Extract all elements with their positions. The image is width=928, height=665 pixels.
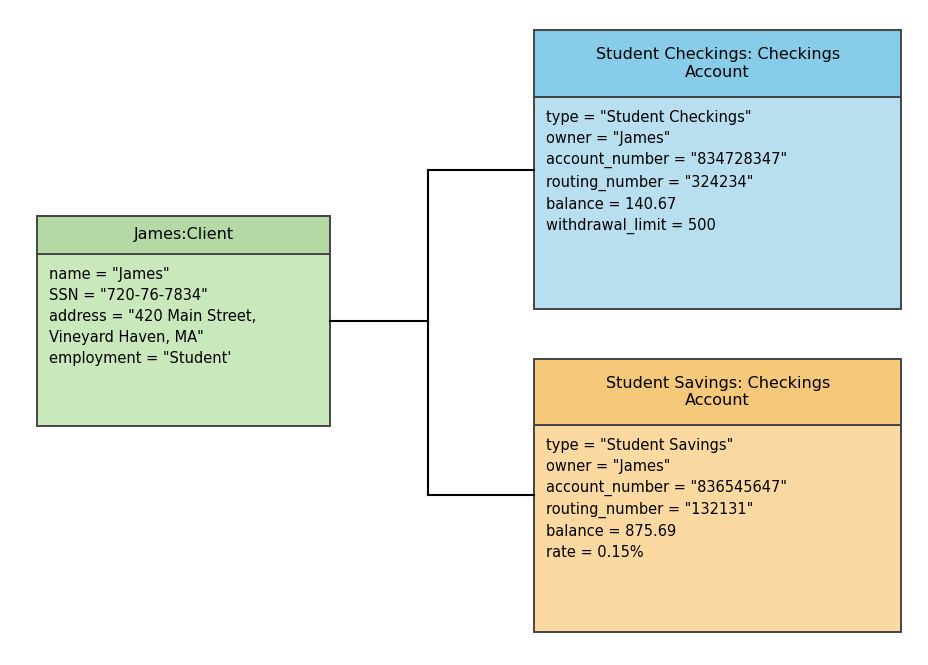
FancyBboxPatch shape [37,254,329,426]
Text: Student Checkings: Checkings
Account: Student Checkings: Checkings Account [595,47,839,80]
FancyBboxPatch shape [37,216,329,254]
FancyBboxPatch shape [534,30,900,97]
Text: Student Savings: Checkings
Account: Student Savings: Checkings Account [605,376,829,408]
FancyBboxPatch shape [534,359,900,424]
Text: type = "Student Checkings"
owner = "James"
account_number = "834728347"
routing_: type = "Student Checkings" owner = "Jame… [546,110,787,234]
FancyBboxPatch shape [534,424,900,632]
Text: James:Client: James:Client [134,227,233,243]
Text: type = "Student Savings"
owner = "James"
account_number = "836545647"
routing_nu: type = "Student Savings" owner = "James"… [546,438,786,560]
FancyBboxPatch shape [534,97,900,309]
Text: name = "James"
SSN = "720-76-7834"
address = "420 Main Street,
Vineyard Haven, M: name = "James" SSN = "720-76-7834" addre… [49,267,256,366]
